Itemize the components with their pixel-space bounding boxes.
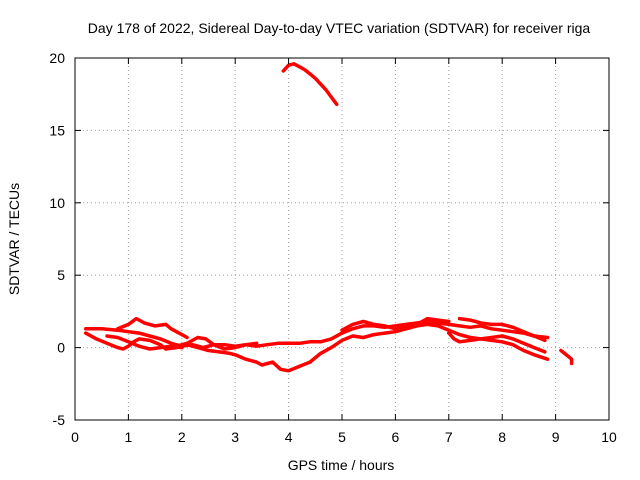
y-tick-label: 10 — [49, 195, 65, 211]
series-track-4 — [174, 335, 259, 351]
y-tick-label: 20 — [49, 50, 65, 66]
x-axis-label: GPS time / hours — [288, 457, 395, 473]
series-track-2 — [83, 322, 550, 373]
series-track-6 — [457, 316, 547, 343]
x-tick-label: 10 — [601, 429, 617, 445]
series-track-7 — [447, 331, 547, 354]
series-track-9 — [559, 348, 574, 366]
y-tick-label: 5 — [57, 267, 65, 283]
x-tick-label: 1 — [125, 429, 133, 445]
x-tick-label: 9 — [552, 429, 560, 445]
ticks — [74, 57, 610, 421]
series-track-1 — [83, 319, 550, 350]
grid — [75, 58, 609, 420]
x-tick-label: 6 — [392, 429, 400, 445]
x-tick-label: 3 — [231, 429, 239, 445]
x-tick-label: 4 — [285, 429, 293, 445]
y-axis-label: SDTVAR / TECUs — [6, 183, 22, 295]
x-tick-label: 7 — [445, 429, 453, 445]
x-tick-label: 2 — [178, 429, 186, 445]
y-tick-labels: -5 0 5 10 15 20 — [49, 50, 65, 428]
chart-title: Day 178 of 2022, Sidereal Day-to-day VTE… — [88, 20, 591, 36]
series-track-3 — [115, 316, 189, 340]
series-track-5 — [105, 334, 184, 351]
series-track-8 — [340, 316, 451, 332]
series-track-10 — [281, 62, 339, 107]
y-tick-label: 15 — [49, 122, 65, 138]
y-tick-label: -5 — [53, 412, 66, 428]
x-tick-label: 0 — [71, 429, 79, 445]
x-tick-labels: 0 1 2 3 4 5 6 7 8 9 10 — [71, 429, 617, 445]
x-tick-label: 8 — [498, 429, 506, 445]
x-tick-label: 5 — [338, 429, 346, 445]
y-tick-label: 0 — [57, 340, 65, 356]
series-layer — [83, 62, 574, 373]
